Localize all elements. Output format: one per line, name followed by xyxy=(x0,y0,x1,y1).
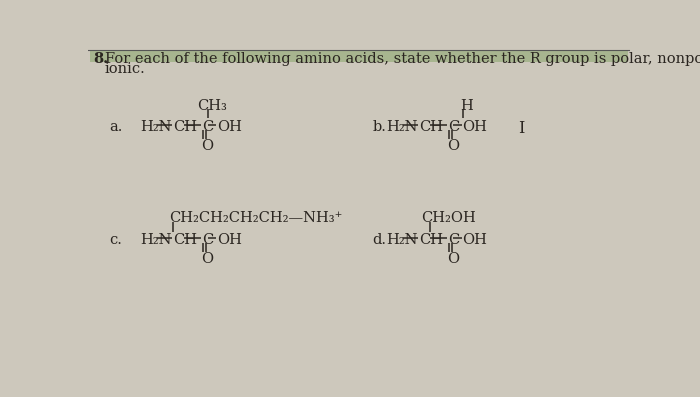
Text: OH: OH xyxy=(463,120,487,134)
FancyBboxPatch shape xyxy=(90,52,628,62)
Text: b.: b. xyxy=(372,120,386,134)
Text: C: C xyxy=(448,120,459,134)
Text: CH₃: CH₃ xyxy=(197,99,228,113)
Text: CH₂CH₂CH₂CH₂—NH₃⁺: CH₂CH₂CH₂CH₂—NH₃⁺ xyxy=(169,211,342,225)
Text: H₂N: H₂N xyxy=(140,120,172,134)
Text: ionic.: ionic. xyxy=(104,62,146,76)
Text: O: O xyxy=(447,139,459,152)
Text: 8.: 8. xyxy=(94,52,108,66)
Text: CH: CH xyxy=(173,120,197,134)
Text: C: C xyxy=(202,120,214,134)
Text: C: C xyxy=(202,233,214,247)
Text: c.: c. xyxy=(109,233,122,247)
Text: OH: OH xyxy=(217,120,241,134)
Text: a.: a. xyxy=(109,120,122,134)
Text: OH: OH xyxy=(217,233,241,247)
Text: CH: CH xyxy=(173,233,197,247)
Text: O: O xyxy=(202,252,214,266)
Text: CH₂OH: CH₂OH xyxy=(421,211,475,225)
Text: For each of the following amino acids, state whether the R group is polar, nonpo: For each of the following amino acids, s… xyxy=(104,52,700,66)
Text: H: H xyxy=(461,99,473,113)
Text: I: I xyxy=(517,120,524,137)
Text: H₂N: H₂N xyxy=(140,233,172,247)
Text: O: O xyxy=(202,139,214,152)
Text: H₂N: H₂N xyxy=(386,233,417,247)
Text: C: C xyxy=(448,233,459,247)
Text: CH: CH xyxy=(419,120,443,134)
Text: CH: CH xyxy=(419,233,443,247)
Text: d.: d. xyxy=(372,233,386,247)
Text: OH: OH xyxy=(463,233,487,247)
Text: H₂N: H₂N xyxy=(386,120,417,134)
Text: O: O xyxy=(447,252,459,266)
